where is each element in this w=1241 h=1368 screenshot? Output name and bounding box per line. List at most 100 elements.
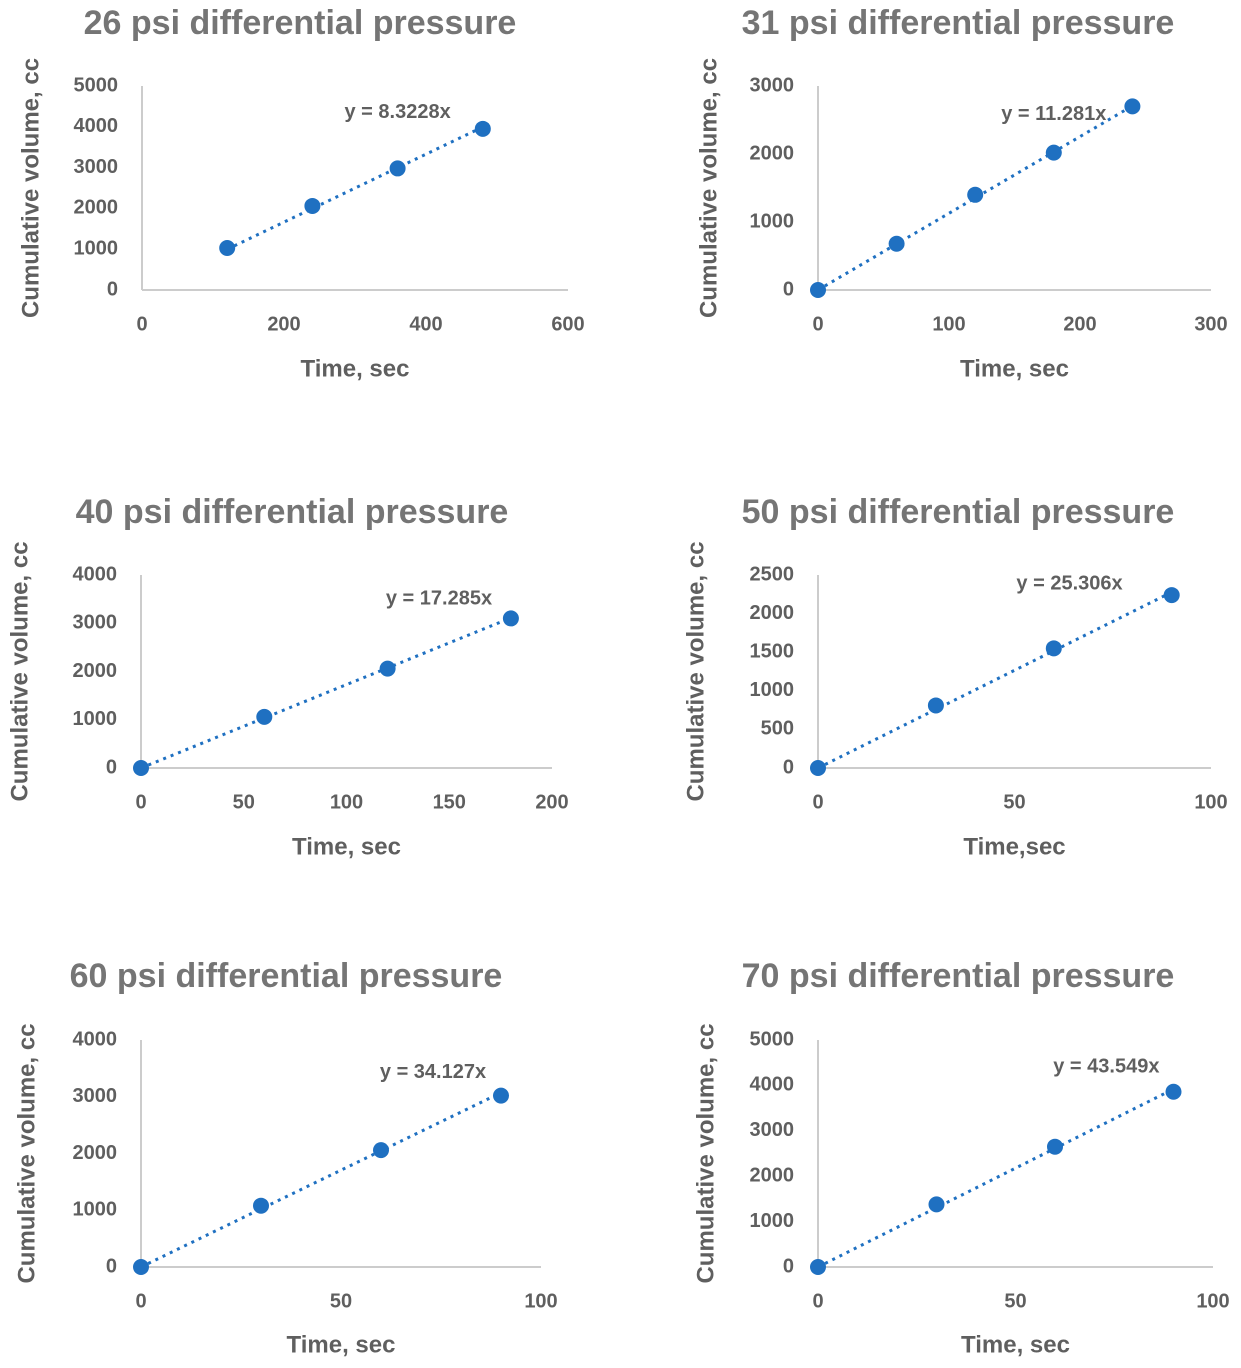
y-tick-label: 4000 (750, 1074, 795, 1096)
y-tick-label: 3000 (73, 1085, 118, 1107)
y-tick-label: 0 (106, 1255, 117, 1277)
chart-panel: 26 psi differential pressure010002000300… (17, 4, 584, 382)
x-tick-label: 0 (812, 313, 823, 335)
x-tick-label: 50 (1003, 791, 1025, 813)
y-tick-label: 4000 (73, 563, 118, 585)
trendline-equation: y = 34.127x (380, 1061, 486, 1083)
x-tick-label: 0 (812, 791, 823, 813)
trendline (817, 590, 1173, 770)
x-tick-label: 50 (233, 791, 255, 813)
data-point (1045, 640, 1062, 657)
x-tick-label: 0 (135, 791, 146, 813)
data-point (389, 160, 406, 177)
x-tick-label: 200 (1063, 313, 1096, 335)
x-tick-label: 100 (932, 313, 965, 335)
trendline-equation: y = 43.549x (1053, 1056, 1159, 1078)
trendline-equation: y = 25.306x (1016, 573, 1122, 595)
y-tick-label: 2000 (750, 1164, 795, 1186)
data-point (379, 660, 396, 677)
chart-title: 60 psi differential pressure (70, 957, 503, 995)
chart-title: 70 psi differential pressure (742, 957, 1175, 995)
y-tick-label: 3000 (74, 156, 119, 178)
y-tick-label: 0 (783, 756, 794, 778)
data-point (253, 1197, 269, 1214)
x-tick-label: 300 (1194, 313, 1227, 335)
x-tick-label: 0 (135, 1290, 146, 1312)
y-tick-label: 2000 (74, 197, 119, 219)
y-tick-label: 4000 (73, 1028, 118, 1050)
chart-panel: 50 psi differential pressure050010001500… (682, 493, 1227, 860)
y-tick-label: 0 (783, 1255, 794, 1277)
x-axis-title: Time, sec (961, 1331, 1070, 1358)
chart-panel: 70 psi differential pressure010002000300… (692, 957, 1229, 1358)
data-point (256, 708, 273, 725)
y-tick-label: 1000 (750, 1210, 795, 1232)
y-tick-label: 500 (761, 718, 794, 740)
y-tick-label: 2000 (750, 602, 795, 624)
x-tick-label: 50 (330, 1290, 352, 1312)
trendline (226, 125, 484, 251)
y-axis-title: Cumulative volume, cc (6, 541, 33, 801)
x-tick-label: 100 (330, 791, 363, 813)
data-point (810, 760, 826, 776)
y-tick-label: 3000 (73, 612, 118, 634)
y-axis-title: Cumulative volume, cc (695, 58, 722, 318)
y-tick-label: 1000 (73, 708, 118, 730)
y-tick-label: 2000 (73, 1142, 118, 1164)
data-point (1165, 1083, 1182, 1100)
data-point (1047, 1138, 1063, 1155)
y-tick-label: 1000 (74, 237, 119, 259)
data-point (502, 610, 519, 627)
data-point (888, 235, 905, 252)
data-point (1163, 587, 1180, 604)
x-tick-label: 100 (1196, 1290, 1229, 1312)
y-axis-title: Cumulative volume, cc (692, 1023, 719, 1283)
data-point (1124, 98, 1141, 115)
y-tick-label: 4000 (74, 115, 119, 137)
trendline (140, 616, 512, 770)
x-axis-title: Time, sec (960, 355, 1069, 382)
trendline-equation: y = 17.285x (386, 587, 492, 609)
x-axis-title: Time, sec (292, 833, 401, 860)
x-tick-label: 150 (433, 791, 466, 813)
data-point (810, 1259, 826, 1275)
chart-title: 40 psi differential pressure (76, 493, 509, 531)
data-point (967, 186, 984, 203)
trendline-equation: y = 8.3228x (344, 101, 450, 123)
x-tick-label: 200 (535, 791, 568, 813)
chart-panel: 60 psi differential pressure010002000300… (13, 957, 557, 1358)
x-axis-title: Time,sec (963, 833, 1065, 860)
x-axis-title: Time, sec (287, 1331, 396, 1358)
chart-title: 26 psi differential pressure (84, 4, 517, 42)
data-point (304, 197, 321, 214)
data-point (133, 1259, 149, 1275)
x-tick-label: 100 (524, 1290, 557, 1312)
x-tick-label: 600 (551, 313, 584, 335)
x-axis-title: Time, sec (301, 355, 410, 382)
x-tick-label: 0 (136, 313, 147, 335)
y-tick-label: 1000 (750, 679, 795, 701)
data-point (1045, 144, 1062, 161)
data-point (219, 239, 236, 256)
data-point (493, 1087, 509, 1104)
data-point (474, 120, 491, 137)
data-point (928, 1196, 945, 1213)
y-tick-label: 1000 (750, 210, 795, 232)
chart-title: 50 psi differential pressure (742, 493, 1175, 531)
y-axis-title: Cumulative volume, cc (17, 58, 44, 318)
x-tick-label: 200 (267, 313, 300, 335)
x-tick-label: 50 (1004, 1290, 1026, 1312)
data-point (373, 1142, 389, 1159)
x-tick-label: 0 (812, 1290, 823, 1312)
y-tick-label: 2000 (750, 142, 795, 164)
y-tick-label: 3000 (750, 74, 795, 96)
trendline (817, 1087, 1175, 1269)
y-tick-label: 0 (107, 278, 118, 300)
y-tick-label: 0 (783, 278, 794, 300)
y-tick-label: 1500 (750, 640, 795, 662)
y-tick-label: 1000 (73, 1199, 118, 1221)
y-tick-label: 2000 (73, 660, 118, 682)
chart-title: 31 psi differential pressure (742, 4, 1175, 42)
x-tick-label: 100 (1194, 791, 1227, 813)
